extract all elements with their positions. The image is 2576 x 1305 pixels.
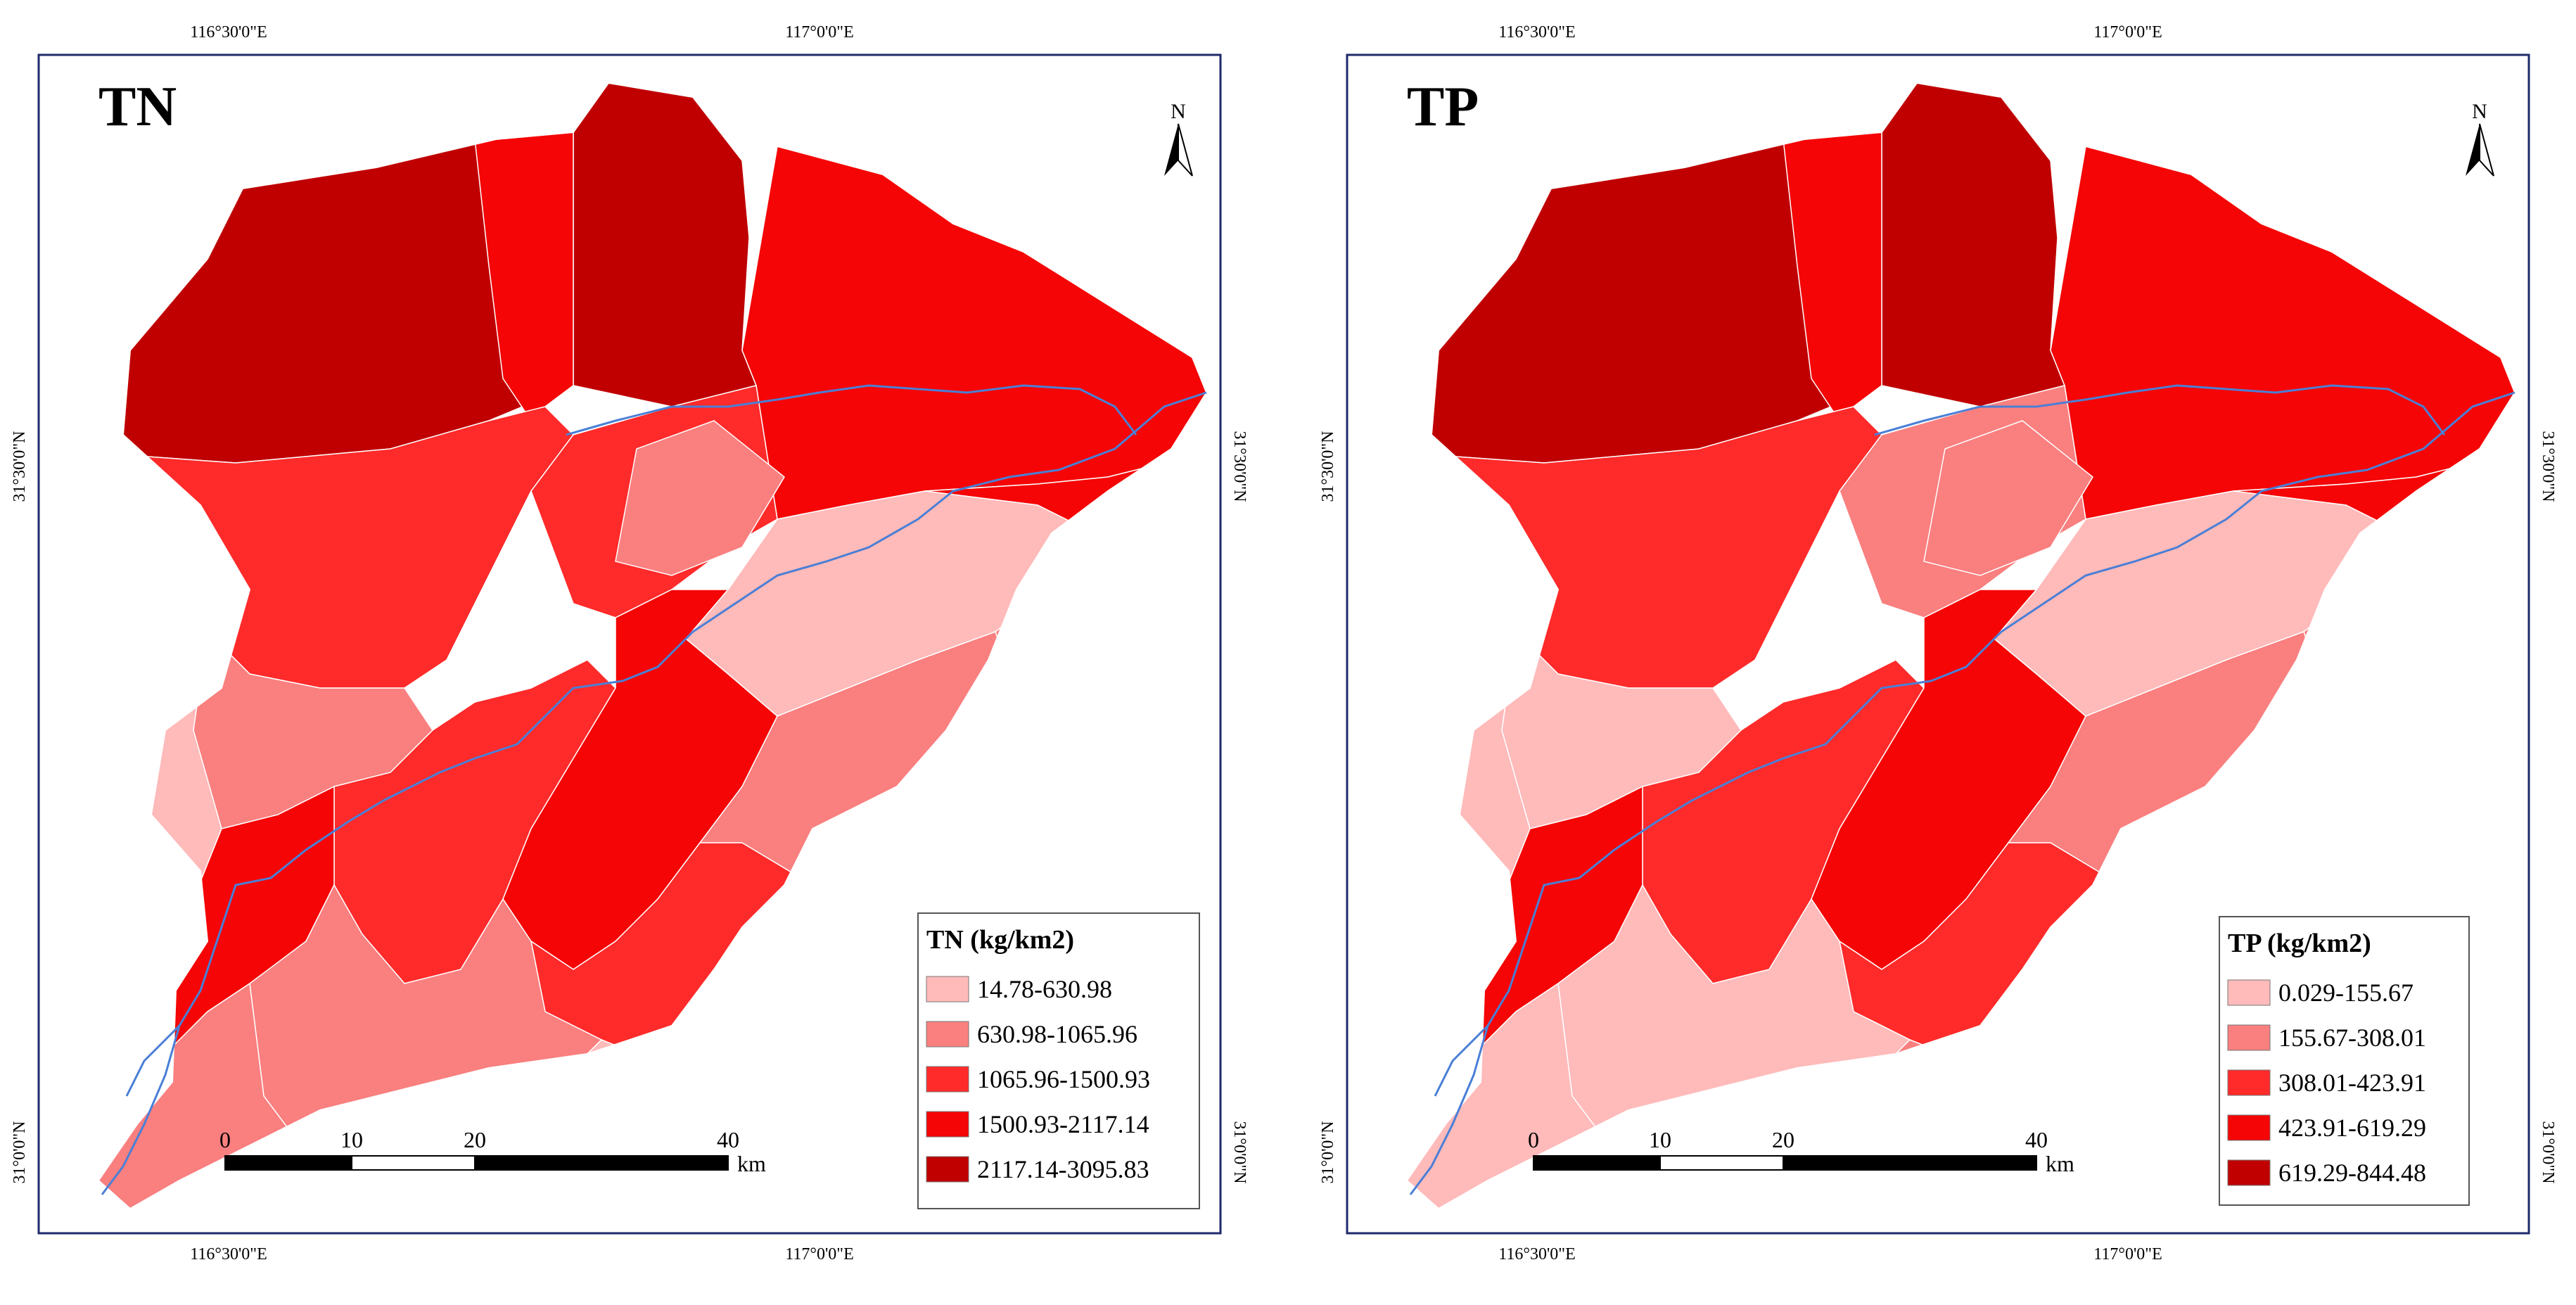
river-west [1434,1024,1489,1097]
river-north [566,384,1137,436]
lon-top-1: 116°30'0"E [1498,23,1576,42]
lon-bottom-2: 117°0'0"E [2093,1245,2162,1263]
north-arrow-icon: N [1164,100,1193,177]
subbasin-zone [1923,420,2093,576]
legend-swatch [926,1156,969,1183]
scale-tick-20: 20 [464,1127,486,1152]
scale-tick-10: 10 [1649,1127,1671,1152]
scale-tick-40: 40 [2025,1127,2048,1152]
legend-swatch [2227,1114,2271,1141]
legend-label: 155.67-308.01 [2278,1024,2426,1052]
map-title: TP [1407,76,1479,138]
legend-swatch [926,1111,969,1138]
lon-top-2: 117°0'0"E [2093,23,2162,42]
legend-swatch [926,1066,969,1093]
lon-top-1: 116°30'0"E [190,23,267,42]
legend-title: TP (kg/km2) [2228,929,2371,958]
scale-bar: 0 10 20 40 km [219,1127,766,1176]
legend-label: 2117.14-3095.83 [977,1155,1149,1183]
lat-right-1: 31°30'0"N [2539,431,2557,502]
scale-bar: 0 10 20 40 km [1528,1127,2074,1176]
north-arrow-icon: N [2466,100,2494,177]
lon-bottom-1: 116°30'0"E [190,1245,267,1263]
lon-top-2: 117°0'0"E [785,23,854,42]
legend-label: 423.91-619.29 [2278,1114,2426,1142]
scale-unit: km [2046,1151,2074,1176]
lat-left-2: 31°0'0"N [1319,1121,1337,1183]
legend-label: 1500.93-2117.14 [977,1110,1149,1138]
scale-tick-40: 40 [717,1127,739,1152]
lat-right-1: 31°30'0"N [1230,431,1249,502]
map-panel-tn: TN N 116°30'0"E 117°0'0"E 116°30'0"E 117… [11,23,1249,1263]
legend-label: 1065.96-1500.93 [977,1065,1150,1093]
legend-label: 0.029-155.67 [2278,979,2414,1007]
river-main [101,391,1207,1195]
lon-bottom-2: 117°0'0"E [785,1245,854,1263]
legend-label: 308.01-423.91 [2278,1069,2426,1097]
lat-left-1: 31°30'0"N [11,431,29,502]
watershed-outline [1405,82,2516,1210]
river-north [1874,384,2446,436]
legend: TN (kg/km2) 14.78-630.98 630.98-1065.96 10… [917,912,1200,1209]
river-main [1409,391,2516,1195]
legend: TP (kg/km2) 0.029-155.67 155.67-308.01 308… [2219,916,2470,1206]
legend-swatch [926,976,969,1002]
map-title: TN [98,76,177,138]
scale-tick-20: 20 [1772,1127,1794,1152]
lon-bottom-1: 116°30'0"E [1498,1245,1576,1263]
subbasin-zone [615,420,785,576]
legend-swatch [2227,1069,2271,1096]
north-label: N [2472,100,2487,123]
river-west [125,1024,181,1097]
lat-left-2: 31°0'0"N [11,1121,29,1183]
lat-right-2: 31°0'0"N [1230,1121,1249,1183]
north-label: N [1171,100,1186,123]
legend-title: TN (kg/km2) [926,925,1074,955]
legend-swatch [2227,979,2271,1006]
legend-swatch [2227,1024,2271,1051]
lat-right-2: 31°0'0"N [2539,1121,2557,1183]
watershed-outline [97,82,1208,1210]
legend-label: 14.78-630.98 [977,975,1112,1003]
lat-left-1: 31°30'0"N [1319,431,1337,502]
scale-unit: km [737,1151,766,1176]
legend-swatch [2227,1159,2271,1186]
scale-tick-0: 0 [1528,1127,1539,1152]
scale-tick-0: 0 [219,1127,231,1152]
legend-swatch [926,1021,969,1048]
map-panel-tp: TP N 116°30'0"E 117°0'0"E 116°30'0"E 117… [1319,23,2557,1263]
legend-label: 619.29-844.48 [2278,1159,2426,1187]
legend-label: 630.98-1065.96 [977,1020,1137,1048]
scale-tick-10: 10 [340,1127,363,1152]
